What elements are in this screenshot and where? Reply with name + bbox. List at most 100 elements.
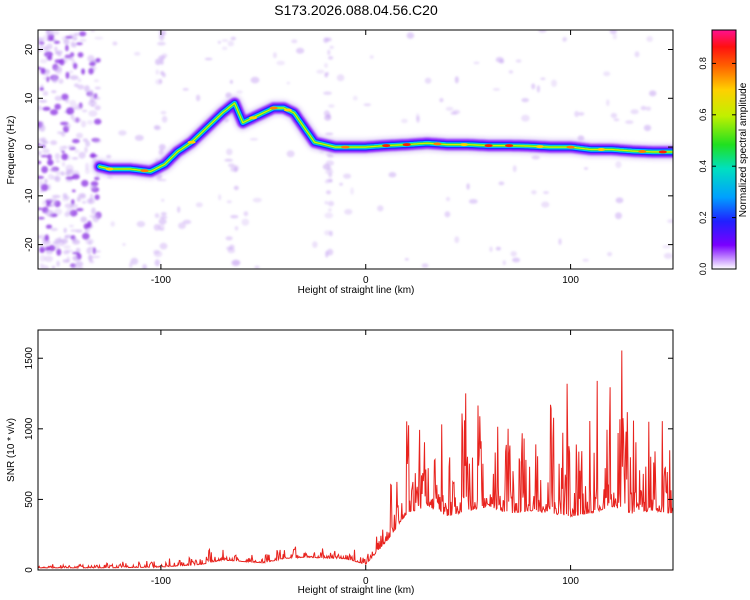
noise-blob bbox=[89, 61, 96, 67]
noise-blob bbox=[328, 104, 335, 108]
noise-blob bbox=[250, 76, 260, 84]
noise-blob bbox=[112, 41, 118, 46]
noise-blob bbox=[584, 167, 588, 170]
noise-blob bbox=[157, 41, 166, 46]
noise-blob bbox=[38, 66, 42, 70]
noise-blob bbox=[541, 201, 550, 208]
ridge-hotspot bbox=[535, 145, 544, 149]
noise-blob bbox=[81, 179, 89, 187]
noise-blob bbox=[58, 236, 62, 242]
noise-blob bbox=[439, 98, 444, 103]
noise-blob bbox=[40, 154, 49, 158]
noise-blob bbox=[93, 79, 99, 83]
noise-blob bbox=[230, 36, 236, 41]
noise-blob bbox=[44, 234, 50, 242]
noise-blob bbox=[162, 72, 166, 78]
noise-blob bbox=[38, 175, 45, 179]
noise-blob bbox=[54, 67, 63, 75]
ridge-hotspot bbox=[433, 142, 442, 146]
noise-blob bbox=[89, 214, 99, 218]
noise-blob bbox=[38, 37, 44, 42]
noise-blob bbox=[625, 120, 634, 124]
noise-blob bbox=[85, 162, 89, 170]
noise-blob bbox=[47, 184, 51, 191]
noise-blob bbox=[327, 200, 335, 207]
noise-blob bbox=[71, 189, 76, 193]
noise-blob bbox=[445, 106, 454, 111]
noise-blob bbox=[64, 203, 74, 209]
noise-blob bbox=[93, 250, 101, 253]
noise-blob bbox=[538, 30, 547, 33]
noise-blob bbox=[649, 90, 657, 97]
noise-blob bbox=[226, 148, 233, 156]
noise-blob bbox=[49, 203, 55, 208]
noise-blob bbox=[498, 181, 505, 186]
noise-blob bbox=[158, 144, 166, 151]
noise-blob bbox=[41, 166, 48, 174]
noise-blob bbox=[323, 110, 330, 117]
noise-blob bbox=[54, 95, 63, 101]
noise-blob bbox=[38, 40, 43, 45]
noise-blob bbox=[63, 245, 71, 249]
noise-blob bbox=[71, 199, 75, 205]
noise-blob bbox=[38, 99, 48, 103]
noise-blob bbox=[42, 148, 50, 154]
snr-y-tick-label: 1000 bbox=[24, 417, 35, 440]
noise-blob bbox=[512, 257, 521, 263]
noise-blob bbox=[227, 40, 234, 47]
noise-blob bbox=[67, 145, 75, 149]
noise-blob bbox=[54, 153, 61, 160]
noise-blob bbox=[404, 258, 409, 261]
noise-blob bbox=[324, 201, 329, 205]
snr-frame bbox=[37, 329, 674, 571]
noise-blob bbox=[328, 208, 332, 212]
noise-blob bbox=[630, 109, 639, 115]
ridge-hotspot bbox=[269, 106, 278, 110]
noise-blob bbox=[177, 206, 181, 213]
noise-blob bbox=[89, 185, 97, 190]
noise-blob bbox=[56, 248, 62, 256]
noise-blob bbox=[159, 216, 168, 219]
spectrogram-y-tick-label: 0 bbox=[24, 144, 35, 150]
noise-blob bbox=[69, 224, 74, 228]
noise-blob bbox=[154, 213, 160, 219]
noise-blob bbox=[502, 260, 506, 266]
noise-blob bbox=[662, 245, 671, 249]
noise-blob bbox=[540, 77, 546, 81]
noise-blob bbox=[59, 145, 64, 153]
ridge-hotspot bbox=[341, 145, 350, 149]
noise-blob bbox=[182, 219, 192, 225]
spectrogram-y-tick-label: -10 bbox=[24, 188, 35, 203]
noise-blob bbox=[286, 81, 290, 85]
noise-blob bbox=[444, 211, 451, 218]
noise-blob bbox=[327, 154, 334, 158]
noise-blob bbox=[158, 78, 163, 84]
noise-blob bbox=[329, 178, 333, 183]
noise-blob bbox=[159, 242, 168, 250]
noise-blob bbox=[610, 112, 618, 119]
noise-blob bbox=[38, 150, 42, 156]
ridge-hotspot bbox=[638, 150, 647, 153]
snr-x-tick-label: 100 bbox=[562, 576, 579, 587]
noise-blob bbox=[48, 244, 56, 252]
noise-blob bbox=[71, 157, 79, 160]
noise-blob bbox=[62, 259, 70, 263]
noise-blob bbox=[325, 71, 330, 76]
noise-blob bbox=[52, 241, 59, 245]
noise-blob bbox=[48, 198, 55, 201]
ridge-hotspot bbox=[460, 143, 469, 147]
noise-blob bbox=[377, 205, 384, 212]
noise-blob bbox=[69, 75, 79, 80]
ridge-hotspot bbox=[484, 144, 493, 148]
noise-blob bbox=[85, 140, 91, 147]
noise-blob bbox=[327, 49, 331, 56]
noise-blob bbox=[454, 76, 459, 84]
spectrogram-x-label: Height of straight line (km) bbox=[298, 285, 415, 296]
noise-blob bbox=[226, 200, 232, 204]
noise-blob bbox=[229, 79, 233, 84]
noise-blob bbox=[153, 224, 161, 231]
noise-blob bbox=[45, 224, 53, 229]
noise-blob bbox=[86, 120, 94, 125]
noise-blob bbox=[324, 179, 330, 184]
